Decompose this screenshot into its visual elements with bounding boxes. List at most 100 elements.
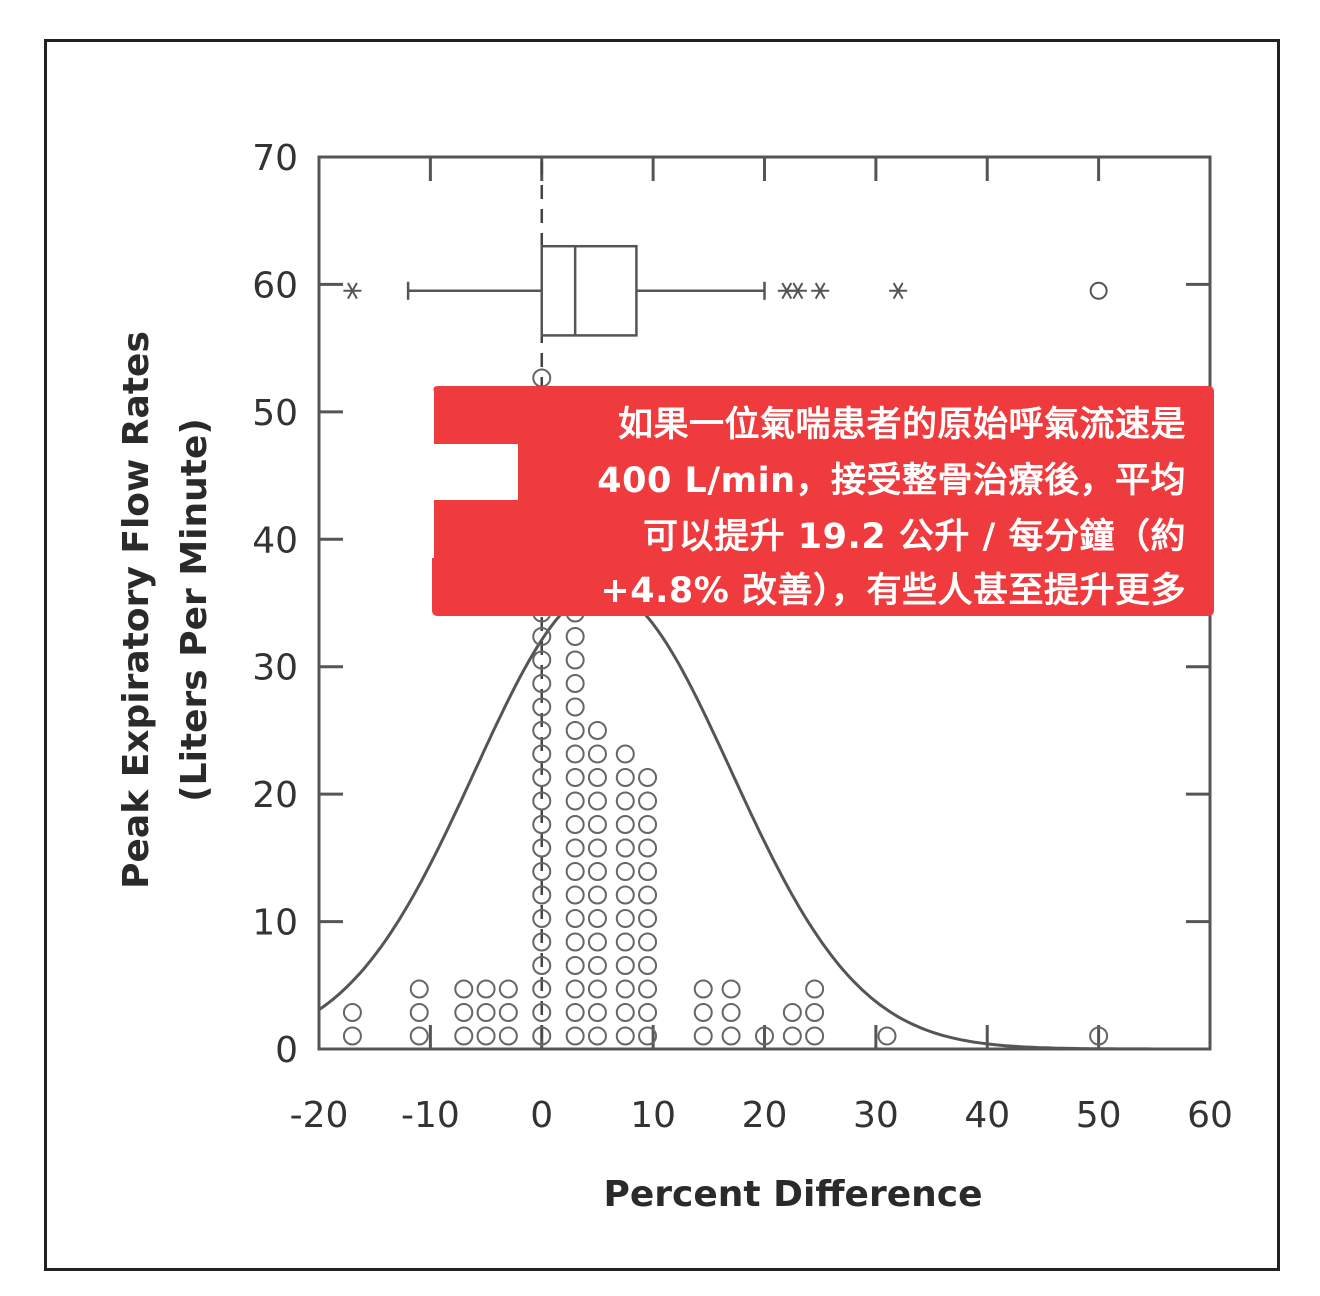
dot <box>587 862 607 881</box>
dot <box>476 979 496 999</box>
dot <box>342 1026 362 1046</box>
callout-background <box>432 386 1214 616</box>
dot <box>454 1003 474 1022</box>
dot <box>587 909 607 928</box>
dot <box>638 768 658 787</box>
dot <box>565 674 585 693</box>
dot <box>587 1003 607 1022</box>
dot <box>587 791 607 811</box>
dot <box>565 791 585 811</box>
dot <box>565 627 585 646</box>
y-axis-title-line2: (Liters Per Minute) <box>174 418 215 802</box>
dot <box>587 885 607 905</box>
x-tick-label: 50 <box>1076 1095 1122 1136</box>
dot <box>532 979 552 999</box>
dot <box>565 1003 585 1022</box>
dot <box>615 932 635 952</box>
dot <box>615 862 635 881</box>
dot <box>532 956 552 975</box>
dot <box>638 979 658 999</box>
y-tick-label: 50 <box>252 393 298 434</box>
y-tick-label: 0 <box>275 1030 298 1071</box>
dot <box>805 1026 825 1046</box>
x-tick-label: 30 <box>853 1095 899 1136</box>
y-tick-label: 70 <box>252 138 298 179</box>
boxplot-outlier-star <box>889 282 908 300</box>
y-tick-labels: 0 10 20 30 40 50 60 70 <box>252 138 298 1071</box>
dot <box>454 1026 474 1046</box>
dot <box>1089 1026 1109 1046</box>
dot <box>532 909 552 928</box>
dot <box>409 979 429 999</box>
y-tick-label: 60 <box>252 265 298 306</box>
dot <box>565 697 585 717</box>
dot <box>565 909 585 928</box>
dot <box>782 1026 802 1046</box>
dot <box>587 932 607 952</box>
dot <box>498 1003 518 1022</box>
dot <box>755 1026 774 1046</box>
dot <box>615 1003 635 1022</box>
dot <box>587 979 607 999</box>
dot <box>615 909 635 928</box>
dot <box>565 838 585 858</box>
dot <box>532 721 552 740</box>
y-tick-label: 30 <box>252 648 298 689</box>
dot <box>638 932 658 952</box>
dot <box>638 956 658 975</box>
callout-line-2: 400 L/min，接受整骨治療後，平均 <box>597 461 1186 501</box>
dot <box>693 1026 713 1046</box>
x-tick-label: 10 <box>630 1095 676 1136</box>
dot <box>532 1003 552 1022</box>
dot <box>615 1026 635 1046</box>
dot <box>476 1026 496 1046</box>
dot <box>409 1003 429 1022</box>
boxplot-outlier-star <box>343 282 362 300</box>
x-tick-label: -10 <box>401 1095 460 1136</box>
dot <box>615 838 635 858</box>
dot <box>532 627 552 646</box>
dot <box>565 979 585 999</box>
x-tick-label: 40 <box>964 1095 1010 1136</box>
dot <box>565 650 585 670</box>
y-tick-label: 40 <box>252 520 298 561</box>
dot <box>587 815 607 834</box>
star-stroke <box>792 282 804 300</box>
dot <box>532 932 552 952</box>
dot <box>565 862 585 881</box>
dot <box>476 1003 496 1022</box>
dot <box>532 744 552 764</box>
y-tick-label: 10 <box>252 903 298 944</box>
boxplot-box <box>540 244 638 337</box>
dot <box>782 1003 802 1022</box>
dot <box>638 1003 658 1022</box>
boxplot-outlier-circle <box>1089 281 1108 300</box>
dot <box>693 979 713 999</box>
dot <box>565 721 585 740</box>
dot <box>587 744 607 764</box>
star-stroke <box>347 282 358 300</box>
dot <box>532 791 552 811</box>
dot <box>532 838 552 858</box>
dot <box>565 1026 585 1046</box>
boxplot-outlier-star <box>811 282 830 300</box>
dot <box>638 862 658 881</box>
dot <box>409 1026 429 1046</box>
dot <box>638 1026 658 1046</box>
dot <box>565 744 585 764</box>
x-tick-label: -20 <box>290 1095 349 1136</box>
boxplot-outlier-star <box>788 282 807 300</box>
dot <box>532 862 552 881</box>
dot <box>805 1003 825 1022</box>
star-stroke <box>892 282 904 300</box>
dot <box>532 1026 552 1046</box>
callout-line-3: 可以提升 19.2 公升 / 每分鐘（約 <box>643 517 1186 557</box>
dot <box>615 791 635 811</box>
dot <box>615 979 635 999</box>
dot <box>638 909 658 928</box>
x-tick-label: 60 <box>1187 1095 1233 1136</box>
y-tick-label: 20 <box>252 775 298 816</box>
callout-line-1: 如果一位氣喘患者的原始呼氣流速是 <box>617 405 1186 445</box>
dot <box>638 815 658 834</box>
dot <box>498 979 518 999</box>
